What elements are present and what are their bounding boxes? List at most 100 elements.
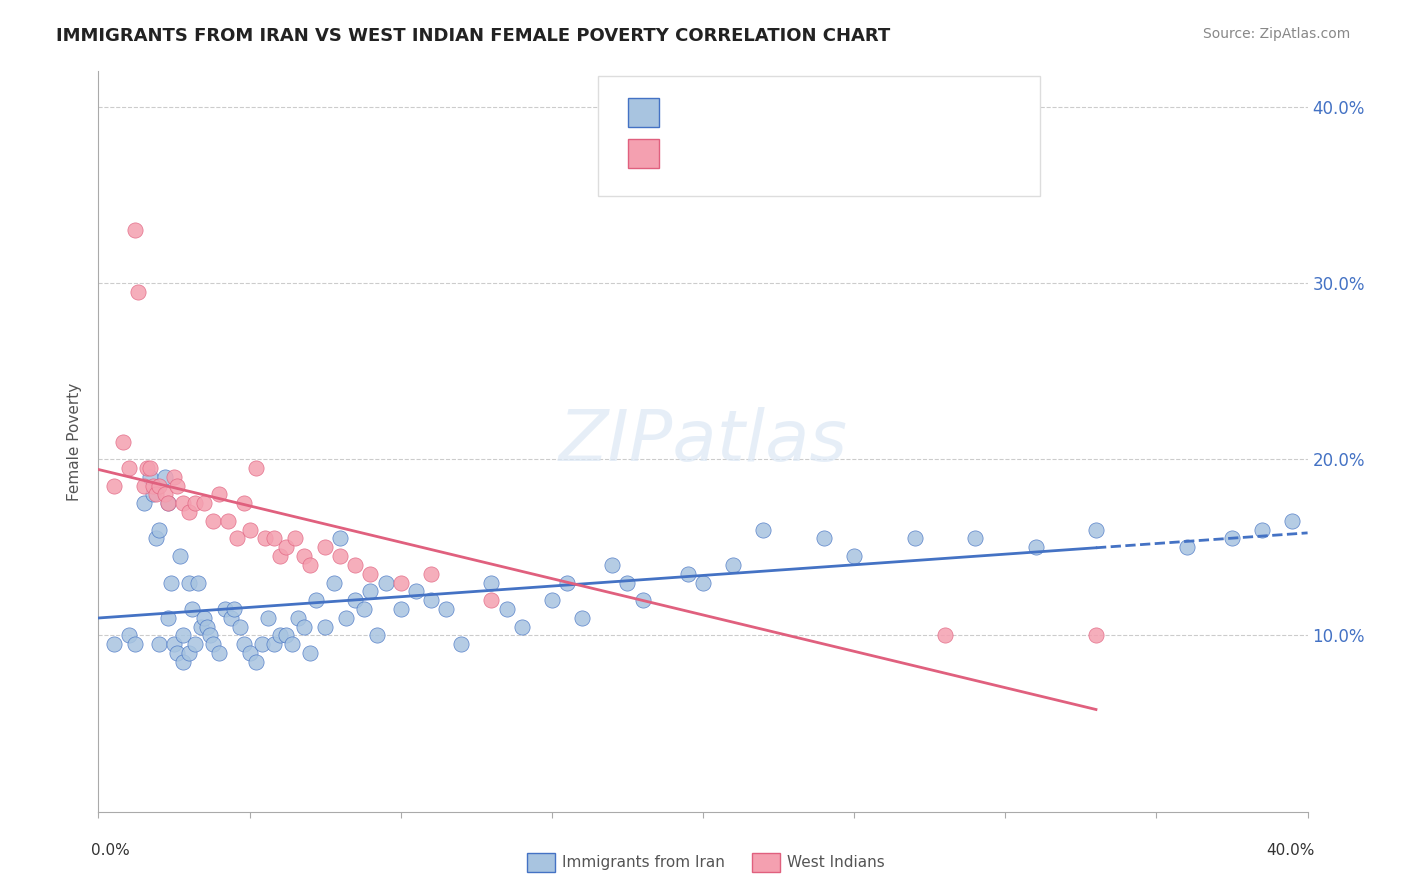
- Point: [1175, 541, 1198, 555]
- Point: [495, 602, 517, 616]
- Point: [676, 566, 699, 581]
- Text: West Indians: West Indians: [787, 855, 886, 870]
- Point: [193, 611, 215, 625]
- Point: [245, 461, 267, 475]
- Point: [163, 637, 186, 651]
- Text: R =: R =: [668, 105, 702, 120]
- Point: [299, 558, 322, 572]
- Point: [813, 532, 835, 546]
- Point: [124, 223, 146, 237]
- Point: [132, 478, 155, 492]
- Point: [1024, 541, 1046, 555]
- Point: [965, 532, 987, 546]
- Text: R =: R =: [668, 146, 702, 161]
- Point: [752, 523, 775, 537]
- Point: [139, 470, 162, 484]
- Point: [118, 628, 141, 642]
- Point: [172, 628, 194, 642]
- Point: [344, 558, 367, 572]
- Point: [103, 478, 125, 492]
- Point: [172, 655, 194, 669]
- Point: [269, 628, 291, 642]
- Point: [148, 637, 170, 651]
- Text: 0.0%: 0.0%: [91, 843, 131, 858]
- Point: [274, 541, 297, 555]
- Point: [314, 541, 336, 555]
- Point: [510, 619, 533, 633]
- Point: [139, 461, 162, 475]
- Text: 40.0%: 40.0%: [1267, 843, 1315, 858]
- Point: [156, 611, 179, 625]
- Text: ZIPatlas: ZIPatlas: [558, 407, 848, 476]
- Point: [193, 496, 215, 510]
- Point: [360, 566, 382, 581]
- Point: [153, 470, 176, 484]
- Point: [389, 602, 412, 616]
- Point: [208, 487, 231, 501]
- Point: [179, 505, 201, 519]
- Point: [153, 487, 176, 501]
- Point: [214, 602, 236, 616]
- Point: [163, 470, 186, 484]
- Point: [263, 637, 285, 651]
- Point: [263, 532, 285, 546]
- Y-axis label: Female Poverty: Female Poverty: [67, 383, 83, 500]
- Point: [181, 602, 204, 616]
- Point: [142, 478, 165, 492]
- Point: [353, 602, 375, 616]
- Point: [156, 496, 179, 510]
- Text: Immigrants from Iran: Immigrants from Iran: [562, 855, 725, 870]
- Point: [135, 461, 157, 475]
- Point: [169, 549, 191, 563]
- Point: [723, 558, 745, 572]
- Point: [434, 602, 457, 616]
- Point: [145, 532, 167, 546]
- Point: [253, 532, 276, 546]
- Point: [172, 496, 194, 510]
- Point: [145, 487, 167, 501]
- Point: [555, 575, 578, 590]
- Point: [481, 593, 503, 607]
- Point: [160, 575, 183, 590]
- Point: [1085, 628, 1108, 642]
- Text: IMMIGRANTS FROM IRAN VS WEST INDIAN FEMALE POVERTY CORRELATION CHART: IMMIGRANTS FROM IRAN VS WEST INDIAN FEMA…: [56, 27, 890, 45]
- Point: [245, 655, 267, 669]
- Point: [103, 637, 125, 651]
- Point: [481, 575, 503, 590]
- Point: [287, 611, 309, 625]
- Point: [1281, 514, 1303, 528]
- Point: [148, 523, 170, 537]
- Point: [450, 637, 472, 651]
- Point: [217, 514, 239, 528]
- Point: [250, 637, 273, 651]
- Point: [904, 532, 927, 546]
- Point: [142, 487, 165, 501]
- Point: [274, 628, 297, 642]
- Point: [692, 575, 714, 590]
- Point: [540, 593, 562, 607]
- Point: [1251, 523, 1274, 537]
- Point: [1085, 523, 1108, 537]
- Text: N = 83: N = 83: [766, 105, 820, 120]
- Point: [195, 619, 218, 633]
- Point: [239, 646, 262, 660]
- Point: [844, 549, 866, 563]
- Point: [344, 593, 367, 607]
- Point: [374, 575, 396, 590]
- Point: [631, 593, 654, 607]
- Point: [229, 619, 252, 633]
- Point: [284, 532, 307, 546]
- Point: [281, 637, 304, 651]
- Text: -0.266: -0.266: [703, 146, 752, 161]
- Point: [292, 619, 315, 633]
- Point: [420, 593, 443, 607]
- Point: [156, 496, 179, 510]
- Point: [111, 434, 134, 449]
- Point: [314, 619, 336, 633]
- Point: [200, 628, 222, 642]
- Point: [187, 575, 209, 590]
- Point: [184, 496, 207, 510]
- Point: [323, 575, 346, 590]
- Point: [335, 611, 357, 625]
- Point: [256, 611, 278, 625]
